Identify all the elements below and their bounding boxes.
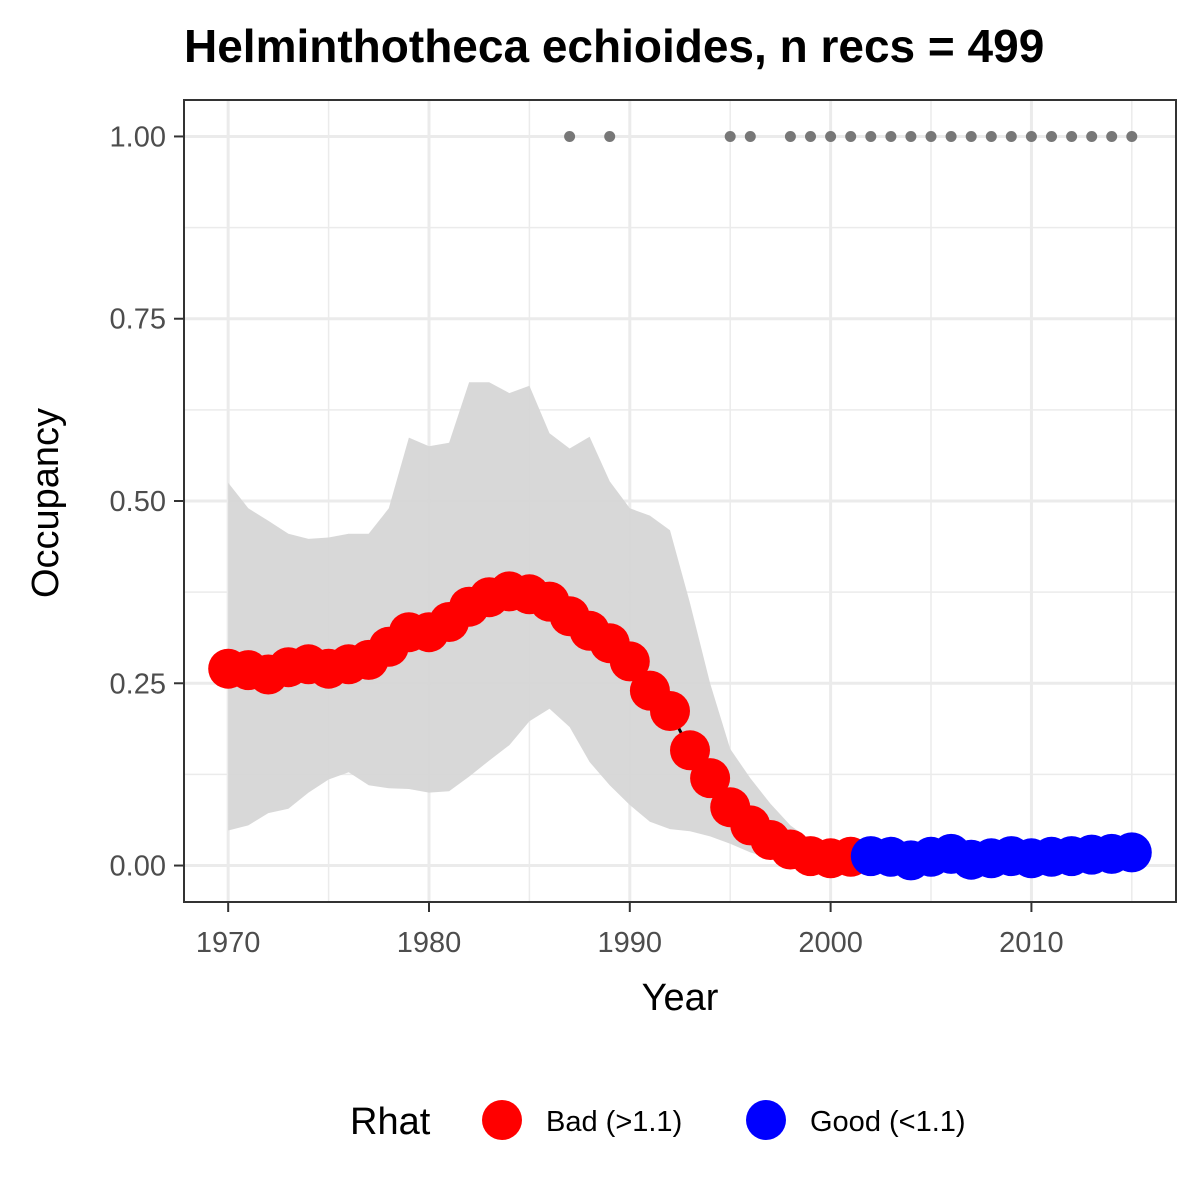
record-point-2015 (1126, 131, 1138, 142)
record-point-2012 (1066, 131, 1078, 142)
y-axis: 0.00 0.25 0.50 0.75 1.00 (110, 121, 184, 883)
chart-title: Helminthotheca echioides, n recs = 499 (184, 20, 1044, 72)
occupancy-point-1992 (650, 691, 690, 731)
record-point-2003 (885, 131, 897, 142)
x-tick-label: 2000 (798, 927, 863, 959)
occupancy-point-1994 (690, 758, 731, 799)
x-tick-label: 1990 (598, 927, 663, 959)
record-point-2000 (825, 131, 837, 142)
record-point-1996 (744, 131, 756, 142)
occupancy-point-2015 (1111, 832, 1152, 873)
y-tick-label: 0.75 (110, 304, 166, 336)
y-tick-label: 1.00 (110, 121, 166, 153)
x-axis-title: Year (642, 977, 719, 1019)
legend-key-bad (482, 1100, 522, 1140)
occupancy-point-1990 (609, 641, 650, 682)
legend-label-bad: Bad (>1.1) (546, 1106, 682, 1138)
occupancy-points (208, 571, 1152, 881)
y-axis-title: Occupancy (25, 408, 67, 598)
x-tick-label: 2010 (999, 927, 1064, 959)
record-point-2008 (985, 131, 997, 142)
y-tick-label: 0.00 (110, 851, 166, 883)
record-point-1987 (564, 131, 576, 142)
x-axis: 1970 1980 1990 2000 2010 (196, 902, 1064, 959)
legend-title: Rhat (350, 1101, 431, 1143)
record-point-2011 (1046, 131, 1057, 142)
legend-key-good (746, 1100, 786, 1140)
record-point-2004 (905, 131, 917, 142)
record-point-2009 (1005, 131, 1017, 142)
occupancy-point-1993 (670, 730, 710, 771)
confidence-ribbon (228, 382, 1132, 865)
record-point-2007 (965, 131, 977, 142)
record-point-1999 (805, 131, 816, 142)
record-point-2014 (1106, 131, 1118, 142)
x-tick-label: 1970 (196, 927, 261, 959)
record-points (564, 131, 1138, 142)
record-point-2002 (865, 131, 877, 142)
y-tick-label: 0.25 (110, 668, 166, 700)
record-point-2013 (1086, 131, 1098, 142)
x-tick-label: 1980 (397, 927, 462, 959)
record-point-2001 (845, 131, 857, 142)
record-point-1998 (784, 131, 796, 142)
record-point-1995 (724, 131, 736, 142)
record-point-1989 (604, 131, 616, 142)
legend-label-good: Good (<1.1) (810, 1106, 966, 1138)
legend: Rhat Bad (>1.1) Good (<1.1) (350, 1100, 966, 1143)
y-tick-label: 0.50 (110, 486, 166, 518)
record-point-2010 (1025, 131, 1037, 142)
record-point-2006 (945, 131, 957, 142)
record-point-2005 (925, 131, 937, 142)
